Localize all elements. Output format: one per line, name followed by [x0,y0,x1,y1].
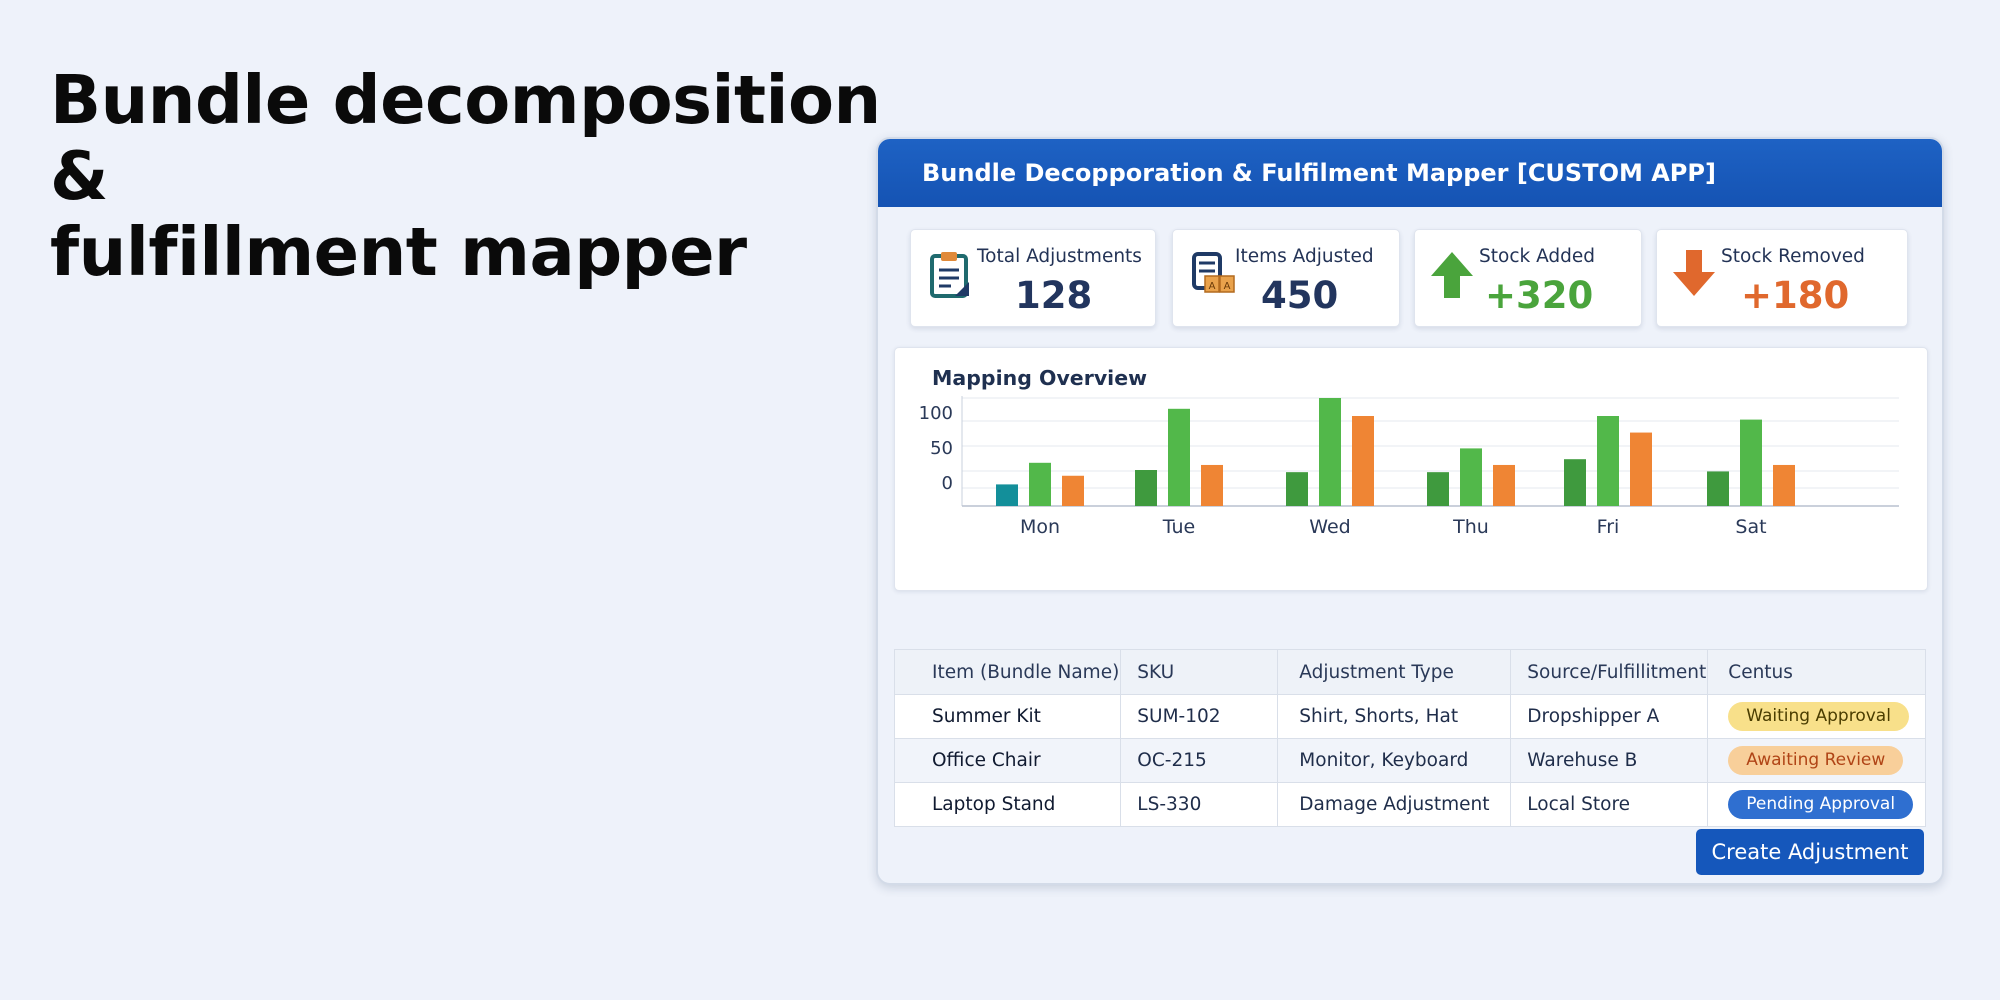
app-title-bar: Bundle Decopporation & Fulfilment Mapper… [878,139,1942,207]
chart-x-tick-label: Fri [1597,516,1620,538]
app-title: Bundle Decopporation & Fulfilment Mapper… [922,159,1716,187]
stat-value: +180 [1741,274,1850,317]
page-headline: Bundle decomposition & fulfillment mappe… [50,62,910,290]
column-header-item[interactable]: Item (Bundle Name) [893,649,1122,695]
clipboard-icon [930,252,969,298]
stat-label: Items Adjusted [1235,246,1374,267]
mapping-overview-chart: 100 50 0 Mon Tue Wed Thu Fri Sat [919,396,1899,538]
chart-bar [1319,398,1341,506]
chart-bar [1773,464,1795,506]
boxes-icon: A A [1192,252,1235,293]
chart-bar [1493,464,1515,506]
stat-card-items-adjusted: A A Items Adjusted 450 [1172,229,1400,327]
stat-value: 128 [1015,274,1093,317]
stat-value: 450 [1261,274,1339,317]
chart-bar [1029,462,1051,506]
cell-adjustment-type: Damage Adjustment [1277,782,1512,827]
chart-x-tick-label: Sat [1735,516,1766,538]
svg-text:A: A [1209,281,1216,292]
chart-x-tick-label: Tue [1162,516,1195,538]
stat-label: Stock Removed [1721,246,1865,267]
chart-x-tick-label: Mon [1020,516,1060,538]
cell-source: Local Store [1510,782,1709,827]
table-row[interactable]: Summer Kit SUM-102 Shirt, Shorts, Hat Dr… [893,694,1926,739]
chart-title: Mapping Overview [932,366,1148,390]
chart-bar [1597,416,1619,506]
stat-card-stock-added: Stock Added +320 [1414,229,1642,327]
chart-x-tick-label: Wed [1309,516,1350,538]
cell-adjustment-type: Monitor, Keyboard [1277,738,1512,783]
cell-item: Office Chair [893,738,1122,783]
chart-bar [1286,472,1308,506]
status-badge: Pending Approval [1728,790,1914,819]
chart-bar [1630,432,1652,506]
arrow-up-icon [1431,252,1473,298]
cell-sku: SUM-102 [1120,694,1279,739]
stat-label: Total Adjustments [977,246,1142,267]
column-header-source[interactable]: Source/Fulfillitment [1510,649,1709,695]
chart-bar [1201,464,1223,506]
stat-label: Stock Added [1479,246,1596,267]
chart-bar [1707,471,1729,506]
stat-card-stock-removed: Stock Removed +180 [1656,229,1908,327]
cell-adjustment-type: Shirt, Shorts, Hat [1277,694,1512,739]
cell-source: Dropshipper A [1510,694,1709,739]
chart-bar [1135,470,1157,506]
adjustments-table: Item (Bundle Name) SKU Adjustment Type S… [893,649,1926,827]
cell-item: Summer Kit [893,694,1122,739]
status-badge: Awaiting Review [1728,746,1904,775]
chart-y-tick-label: 0 [942,473,953,494]
chart-bar [1564,459,1586,506]
column-header-sku[interactable]: SKU [1120,649,1279,695]
table-row[interactable]: Office Chair OC-215 Monitor, Keyboard Wa… [893,738,1926,783]
stat-card-total-adjustments: Total Adjustments 128 [910,229,1156,327]
cell-item: Laptop Stand [893,782,1122,827]
cell-source: Warehuse B [1510,738,1709,783]
column-header-status[interactable]: Centus [1707,649,1926,695]
chart-bar [996,484,1018,506]
cell-sku: LS-330 [1120,782,1279,827]
stat-value: +320 [1485,274,1594,317]
table-header-row: Item (Bundle Name) SKU Adjustment Type S… [893,649,1926,695]
table-row[interactable]: Laptop Stand LS-330 Damage Adjustment Lo… [893,782,1926,827]
headline-line-2: fulfillment mapper [50,213,747,291]
headline-line-1: Bundle decomposition & [50,61,881,215]
chart-bar [1168,408,1190,506]
svg-text:A: A [1224,281,1231,292]
mapping-overview-panel: Mapping Overview 100 50 0 Mon Tue Wed Thu Fri Sa… [894,347,1928,591]
chart-bar [1352,416,1374,506]
chart-x-tick-label: Thu [1452,516,1489,538]
status-badge: Waiting Approval [1728,702,1909,731]
chart-bar [1427,472,1449,506]
cell-status: Waiting Approval [1707,694,1926,739]
cell-sku: OC-215 [1120,738,1279,783]
chart-bar [1062,475,1084,506]
chart-bar [1460,448,1482,506]
chart-y-tick-label: 50 [930,438,953,459]
chart-bar [1740,419,1762,506]
create-adjustment-button[interactable]: Create Adjustment [1696,829,1924,875]
column-header-adjustment-type[interactable]: Adjustment Type [1277,649,1512,695]
cell-status: Pending Approval [1707,782,1926,827]
app-window: Bundle Decopporation & Fulfilment Mapper… [876,137,1944,885]
cell-status: Awaiting Review [1707,738,1926,783]
chart-y-tick-label: 100 [919,403,953,424]
arrow-down-icon [1673,250,1715,296]
